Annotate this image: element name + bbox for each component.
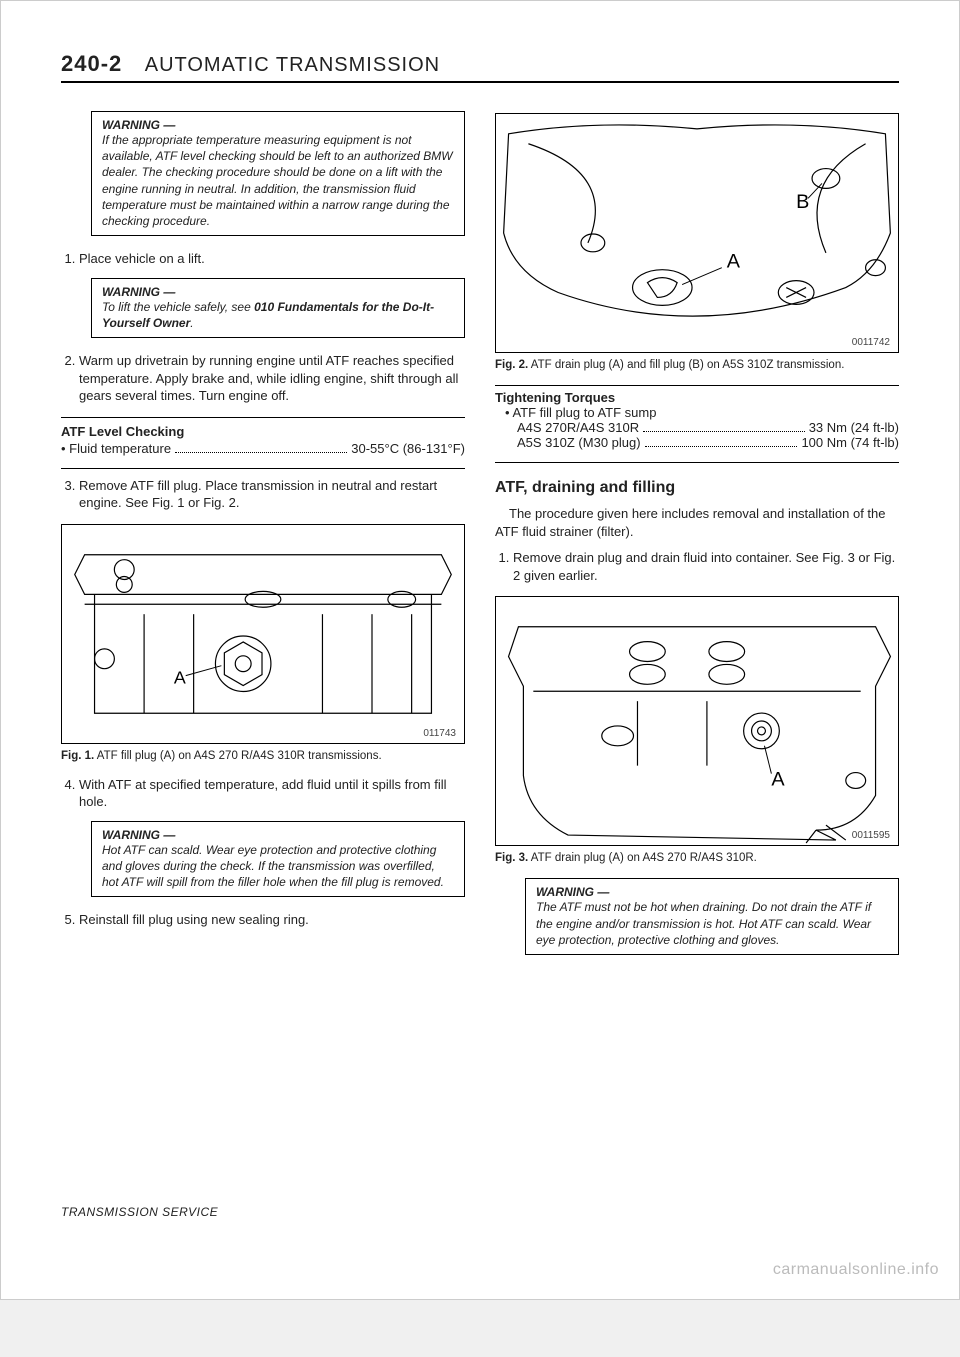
figure-id: 0011595 (852, 830, 890, 841)
right-step-1: Remove drain plug and drain fluid into c… (513, 549, 899, 584)
page-header: 240-2 AUTOMATIC TRANSMISSION (61, 51, 899, 83)
figure-2-svg: A B (496, 114, 898, 352)
torque-row-1: A4S 270R/A4S 310R 33 Nm (24 ft-lb) (517, 420, 899, 435)
label-b: B (796, 191, 809, 213)
divider (61, 468, 465, 469)
divider (61, 417, 465, 418)
warning-label: WARNING (102, 285, 175, 299)
torque-value: 100 Nm (74 ft-lb) (801, 435, 899, 450)
page-number: 240-2 (61, 51, 122, 76)
label-a: A (727, 251, 741, 273)
warning-box-2: WARNING To lift the vehicle safely, see … (91, 278, 465, 338)
fig-text: ATF drain plug (A) on A4S 270 R/A4S 310R… (531, 852, 757, 864)
warning-text: To lift the vehicle safely, see 010 Fund… (102, 299, 454, 331)
warning-text: If the appropriate temperature measuring… (102, 132, 454, 229)
spec-line: • Fluid temperature 30-55°C (86-131°F) (61, 441, 465, 456)
figure-3-caption: Fig. 3. ATF drain plug (A) on A4S 270 R/… (495, 852, 899, 864)
warning-box-3: WARNING Hot ATF can scald. Wear eye prot… (91, 821, 465, 898)
step-1: Place vehicle on a lift. (79, 250, 465, 268)
figure-1-caption: Fig. 1. ATF fill plug (A) on A4S 270 R/A… (61, 750, 465, 762)
figure-1-svg: A (62, 525, 464, 743)
leader-dots (645, 435, 798, 447)
figure-2: A B 0011742 (495, 113, 899, 353)
paragraph: The procedure given here includes remova… (495, 505, 899, 541)
spec-label: • Fluid temperature (61, 441, 171, 456)
step-3: Remove ATF fill plug. Place transmission… (79, 477, 465, 512)
warning-label: WARNING (536, 885, 609, 899)
fig-prefix: Fig. 2. (495, 359, 528, 371)
fig-text: ATF fill plug (A) on A4S 270 R/A4S 310R … (97, 750, 382, 762)
spec-value: 30-55°C (86-131°F) (351, 441, 465, 456)
right-column: A B 0011742 Fig. 2. ATF drain plug (A) a… (495, 101, 899, 969)
step-4: With ATF at specified temperature, add f… (79, 776, 465, 811)
left-column: WARNING If the appropriate temperature m… (61, 101, 465, 969)
warning-text: Hot ATF can scald. Wear eye protection a… (102, 842, 454, 891)
divider (495, 462, 899, 463)
manual-page: 240-2 AUTOMATIC TRANSMISSION WARNING If … (0, 0, 960, 1300)
figure-3: A 0011595 (495, 596, 899, 846)
torque-bullet: • ATF fill plug to ATF sump (505, 405, 899, 420)
warning-box-4: WARNING The ATF must not be hot when dra… (525, 878, 899, 955)
warning-label: WARNING (102, 118, 175, 132)
figure-3-svg: A (496, 597, 898, 845)
step-5: Reinstall fill plug using new sealing ri… (79, 911, 465, 929)
warning-label: WARNING (102, 828, 175, 842)
fig-prefix: Fig. 1. (61, 750, 94, 762)
torque-row-2: A5S 310Z (M30 plug) 100 Nm (74 ft-lb) (517, 435, 899, 450)
spec-title: ATF Level Checking (61, 424, 465, 439)
figure-2-caption: Fig. 2. ATF drain plug (A) and fill plug… (495, 359, 899, 371)
figure-id: 0011742 (852, 337, 890, 348)
leader-dots (175, 441, 347, 453)
torque-label: A5S 310Z (M30 plug) (517, 435, 641, 450)
label-a: A (174, 667, 186, 687)
figure-1: A 011743 (61, 524, 465, 744)
watermark: carmanualsonline.info (773, 1261, 939, 1279)
leader-dots (643, 420, 805, 432)
figure-id: 011743 (423, 728, 456, 739)
footer-text: TRANSMISSION SERVICE (61, 1205, 218, 1219)
torque-title: Tightening Torques (495, 385, 899, 405)
warning-box-1: WARNING If the appropriate temperature m… (91, 111, 465, 236)
torque-label: A4S 270R/A4S 310R (517, 420, 639, 435)
page-title: AUTOMATIC TRANSMISSION (145, 54, 440, 76)
fig-text: ATF drain plug (A) and fill plug (B) on … (531, 359, 845, 371)
fig-prefix: Fig. 3. (495, 852, 528, 864)
warning-text: The ATF must not be hot when draining. D… (536, 899, 888, 948)
section-heading: ATF, draining and filling (495, 479, 899, 497)
torque-value: 33 Nm (24 ft-lb) (809, 420, 899, 435)
label-a: A (771, 769, 785, 791)
step-2: Warm up drivetrain by running engine unt… (79, 352, 465, 405)
